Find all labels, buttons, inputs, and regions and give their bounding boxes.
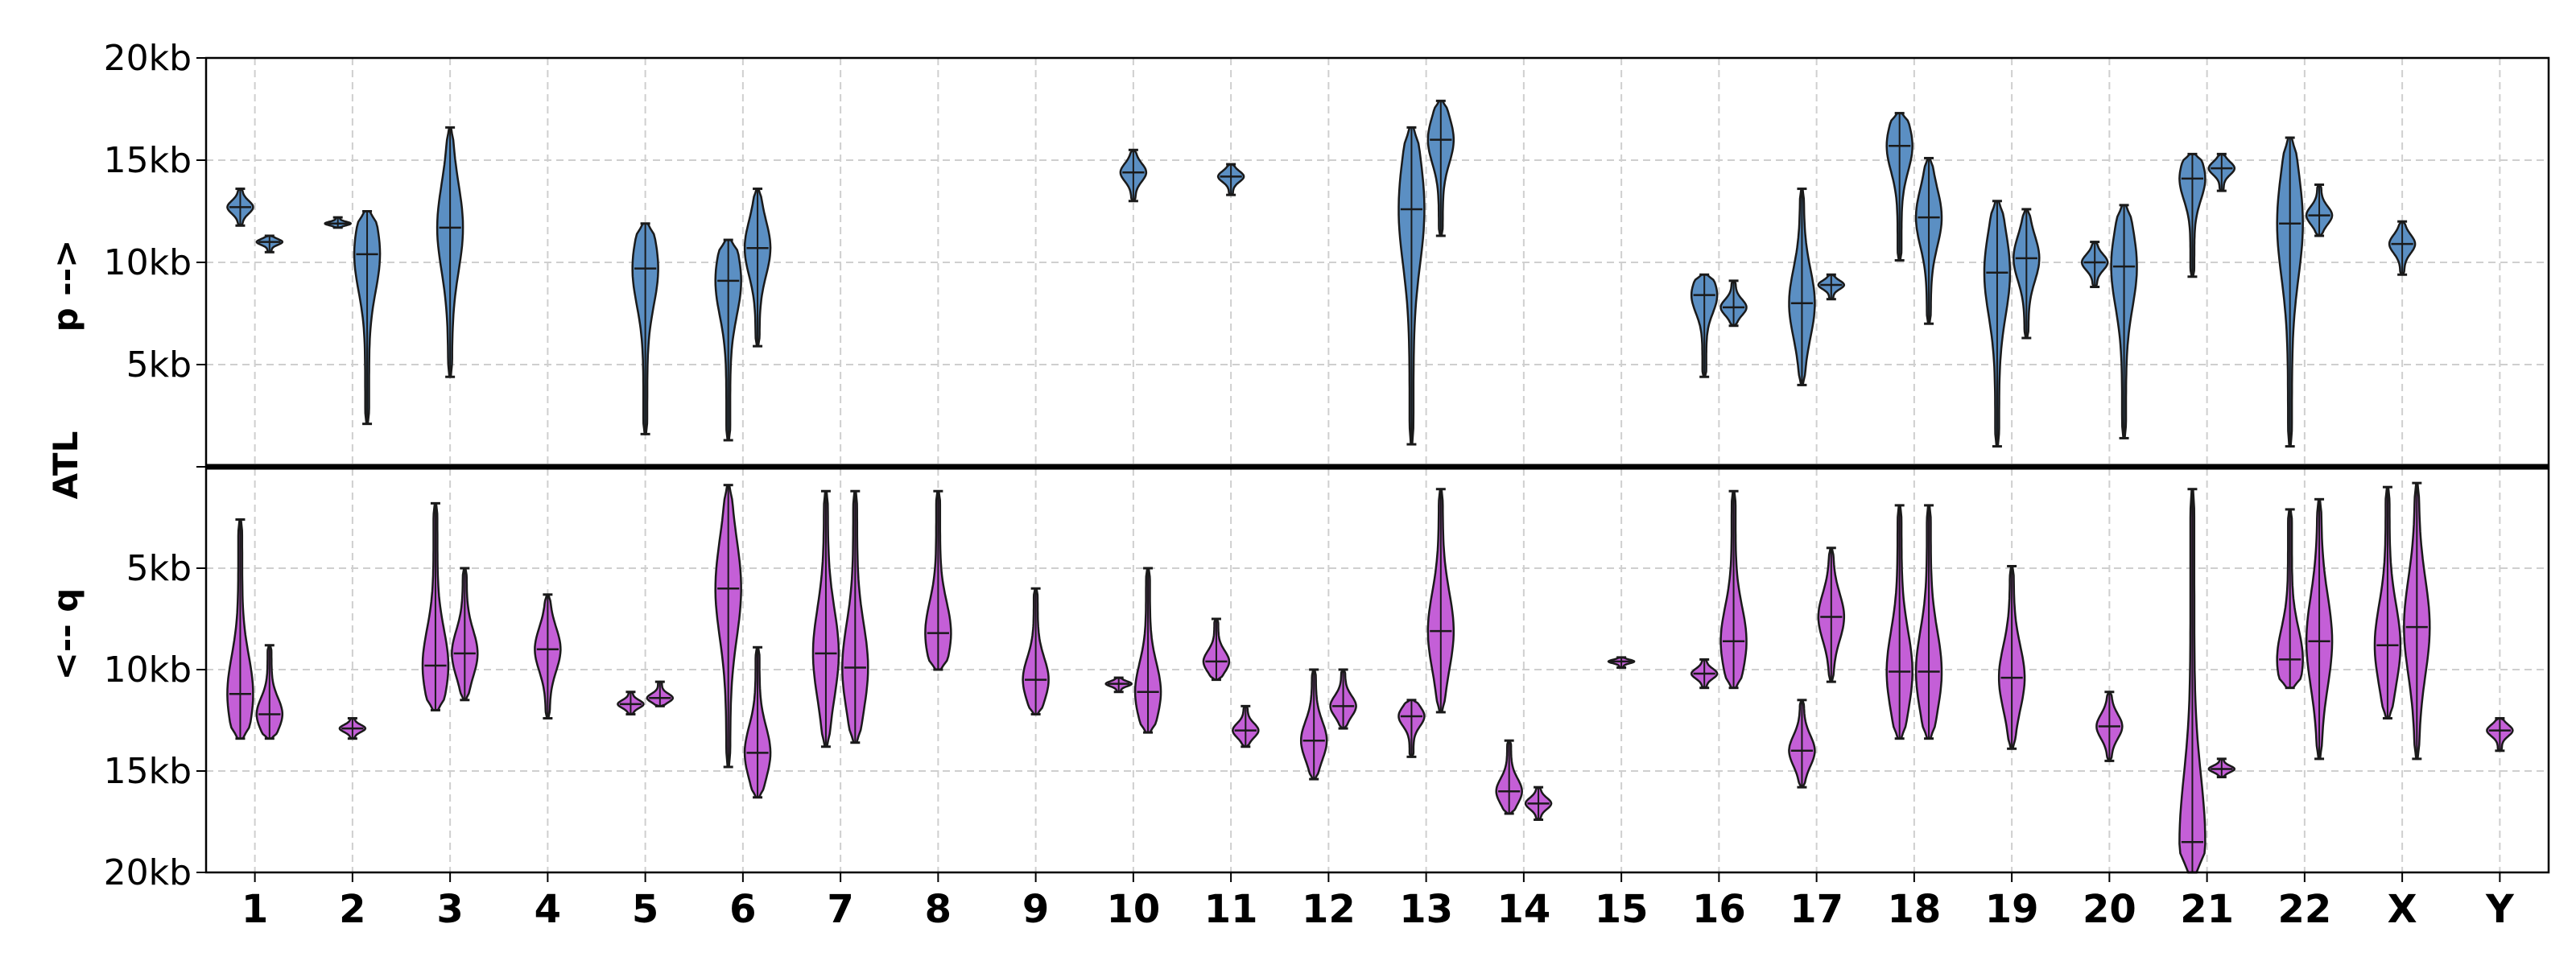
x-tick-label: 22 bbox=[2277, 887, 2331, 932]
x-tick-label: 2 bbox=[339, 887, 365, 932]
x-tick-label: 9 bbox=[1022, 887, 1049, 932]
x-tick-label: 19 bbox=[1985, 887, 2039, 932]
x-tick-label: 1 bbox=[242, 887, 268, 932]
y-tick-label-q: 15kb bbox=[104, 751, 192, 792]
y-tick-label-p: 5kb bbox=[126, 344, 192, 386]
x-tick-label: 13 bbox=[1399, 887, 1453, 932]
x-tick-label: 10 bbox=[1106, 887, 1160, 932]
x-tick-label: 8 bbox=[925, 887, 952, 932]
x-tick-label: 17 bbox=[1790, 887, 1843, 932]
violin-layer bbox=[226, 99, 2514, 874]
axes bbox=[196, 56, 2550, 882]
y-tick-label-q: 20kb bbox=[104, 852, 192, 893]
x-tick-label: 4 bbox=[535, 887, 561, 932]
x-tick-label: 15 bbox=[1595, 887, 1649, 932]
y-label-atl: ATL bbox=[46, 431, 85, 500]
y-tick-label-p: 15kb bbox=[104, 140, 192, 181]
y-tick-label-p: 20kb bbox=[104, 38, 192, 79]
x-tick-label: 12 bbox=[1302, 887, 1356, 932]
x-tick-label: 20 bbox=[2083, 887, 2136, 932]
x-tick-label: 11 bbox=[1204, 887, 1258, 932]
x-tick-label: X bbox=[2388, 887, 2417, 932]
x-tick-label: 5 bbox=[632, 887, 658, 932]
y-tick-label-p: 10kb bbox=[104, 242, 192, 283]
x-tick-label: 6 bbox=[729, 887, 756, 932]
axis-labels: p --> ATL <-- q 5kb10kb15kb20kb5kb10kb15… bbox=[46, 38, 2515, 932]
x-tick-label: 7 bbox=[827, 887, 853, 932]
y-tick-label-q: 5kb bbox=[126, 548, 192, 589]
grid-lines bbox=[206, 58, 2549, 872]
x-tick-label: 3 bbox=[436, 887, 463, 932]
y-label-p-arm: p --> bbox=[46, 240, 85, 332]
x-tick-label: Y bbox=[2485, 887, 2515, 932]
y-label-q-arm: <-- q bbox=[46, 588, 85, 681]
x-tick-label: 16 bbox=[1692, 887, 1746, 932]
y-tick-label-q: 10kb bbox=[104, 649, 192, 691]
x-tick-label: 18 bbox=[1887, 887, 1941, 932]
x-tick-label: 14 bbox=[1496, 887, 1550, 932]
x-tick-label: 21 bbox=[2180, 887, 2234, 932]
